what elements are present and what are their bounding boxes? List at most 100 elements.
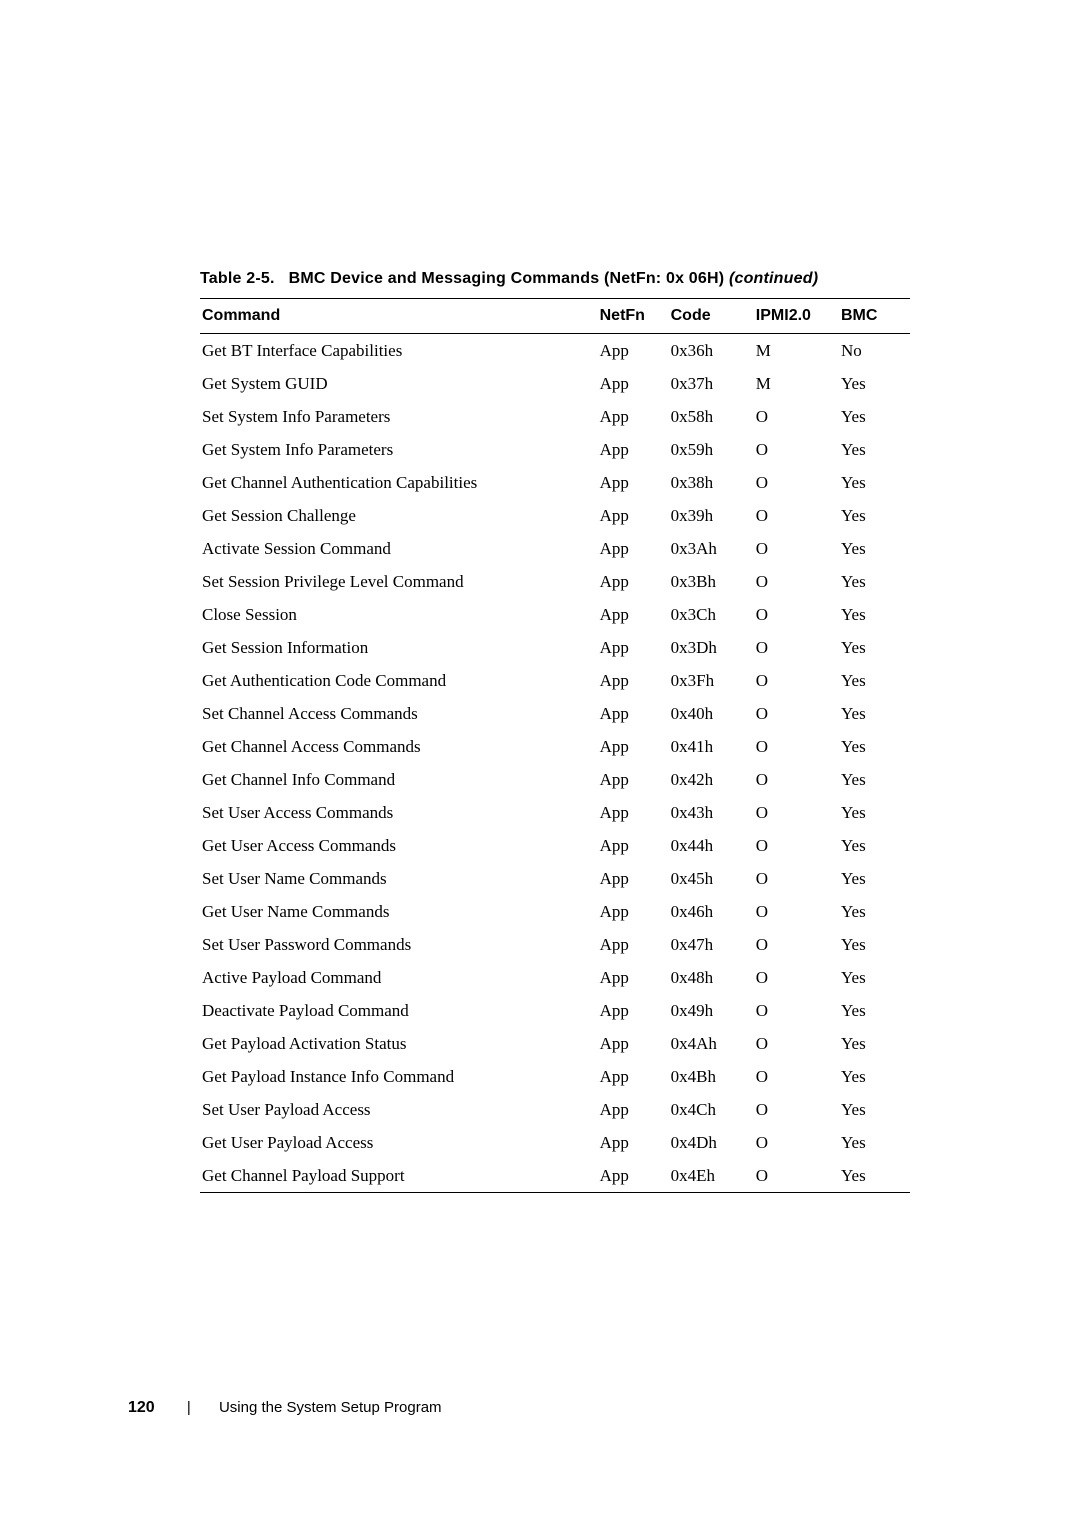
table-continued: (continued) (729, 270, 818, 287)
table-cell: App (598, 598, 669, 631)
table-cell: M (754, 334, 839, 368)
table-header-row: Command NetFn Code IPMI2.0 BMC (200, 299, 910, 334)
table-cell: O (754, 1093, 839, 1126)
table-cell: 0x4Eh (669, 1159, 754, 1193)
table-cell: Yes (839, 697, 910, 730)
table-row: Close SessionApp0x3ChOYes (200, 598, 910, 631)
table-cell: App (598, 433, 669, 466)
table-row: Get System GUIDApp0x37hMYes (200, 367, 910, 400)
table-row: Get Channel Payload SupportApp0x4EhOYes (200, 1159, 910, 1193)
table-cell: 0x41h (669, 730, 754, 763)
table-cell: 0x3Fh (669, 664, 754, 697)
table-cell: 0x39h (669, 499, 754, 532)
table-row: Set System Info ParametersApp0x58hOYes (200, 400, 910, 433)
col-header-bmc: BMC (839, 299, 910, 334)
table-cell: Get User Access Commands (200, 829, 598, 862)
table-cell: Yes (839, 565, 910, 598)
table-cell: Get Channel Access Commands (200, 730, 598, 763)
table-cell: Yes (839, 367, 910, 400)
commands-table: Command NetFn Code IPMI2.0 BMC Get BT In… (200, 298, 910, 1193)
table-cell: Yes (839, 466, 910, 499)
page-footer: 120 | Using the System Setup Program (128, 1399, 442, 1417)
table-cell: M (754, 367, 839, 400)
table-row: Get Payload Instance Info CommandApp0x4B… (200, 1060, 910, 1093)
table-cell: Yes (839, 1093, 910, 1126)
table-cell: App (598, 1159, 669, 1193)
table-cell: Set Channel Access Commands (200, 697, 598, 730)
table-cell: App (598, 367, 669, 400)
table-cell: App (598, 697, 669, 730)
table-cell: Close Session (200, 598, 598, 631)
table-cell: O (754, 994, 839, 1027)
table-cell: Yes (839, 796, 910, 829)
table-number: Table 2-5. (200, 270, 275, 287)
footer-section-title: Using the System Setup Program (219, 1399, 442, 1416)
table-cell: Yes (839, 994, 910, 1027)
table-cell: Yes (839, 763, 910, 796)
table-cell: O (754, 928, 839, 961)
table-row: Set User Name CommandsApp0x45hOYes (200, 862, 910, 895)
table-head: Command NetFn Code IPMI2.0 BMC (200, 299, 910, 334)
col-header-command: Command (200, 299, 598, 334)
table-cell: Get Channel Info Command (200, 763, 598, 796)
table-cell: Yes (839, 895, 910, 928)
table-cell: App (598, 862, 669, 895)
table-cell: 0x4Ch (669, 1093, 754, 1126)
table-cell: O (754, 565, 839, 598)
table-cell: O (754, 796, 839, 829)
table-cell: 0x43h (669, 796, 754, 829)
table-row: Set User Payload AccessApp0x4ChOYes (200, 1093, 910, 1126)
table-cell: Get BT Interface Capabilities (200, 334, 598, 368)
table-cell: Yes (839, 532, 910, 565)
table-cell: 0x42h (669, 763, 754, 796)
table-cell: O (754, 532, 839, 565)
table-cell: 0x3Bh (669, 565, 754, 598)
table-row: Get Session ChallengeApp0x39hOYes (200, 499, 910, 532)
table-cell: O (754, 1126, 839, 1159)
table-cell: O (754, 499, 839, 532)
table-cell: 0x48h (669, 961, 754, 994)
table-cell: App (598, 466, 669, 499)
table-cell: Get User Name Commands (200, 895, 598, 928)
table-cell: Set Session Privilege Level Command (200, 565, 598, 598)
table-cell: 0x59h (669, 433, 754, 466)
table-cell: Active Payload Command (200, 961, 598, 994)
table-cell: Yes (839, 1060, 910, 1093)
table-cell: O (754, 895, 839, 928)
col-header-ipmi: IPMI2.0 (754, 299, 839, 334)
table-cell: App (598, 961, 669, 994)
table-cell: 0x58h (669, 400, 754, 433)
table-row: Set User Password CommandsApp0x47hOYes (200, 928, 910, 961)
table-cell: 0x4Bh (669, 1060, 754, 1093)
table-cell: Get User Payload Access (200, 1126, 598, 1159)
table-row: Get User Payload AccessApp0x4DhOYes (200, 1126, 910, 1159)
table-cell: 0x3Dh (669, 631, 754, 664)
table-cell: O (754, 1027, 839, 1060)
table-cell: 0x38h (669, 466, 754, 499)
table-cell: O (754, 1159, 839, 1193)
table-cell: O (754, 1060, 839, 1093)
table-cell: O (754, 961, 839, 994)
table-cell: App (598, 631, 669, 664)
table-cell: App (598, 664, 669, 697)
table-cell: 0x3Ch (669, 598, 754, 631)
table-cell: Yes (839, 928, 910, 961)
table-cell: 0x47h (669, 928, 754, 961)
col-header-netfn: NetFn (598, 299, 669, 334)
table-cell: Yes (839, 664, 910, 697)
table-cell: 0x40h (669, 697, 754, 730)
table-cell: 0x37h (669, 367, 754, 400)
table-cell: O (754, 862, 839, 895)
table-cell: App (598, 334, 669, 368)
table-cell: App (598, 763, 669, 796)
table-cell: O (754, 664, 839, 697)
table-row: Get Channel Access CommandsApp0x41hOYes (200, 730, 910, 763)
table-cell: Yes (839, 730, 910, 763)
table-cell: Yes (839, 1159, 910, 1193)
table-cell: O (754, 598, 839, 631)
table-cell: O (754, 433, 839, 466)
table-cell: 0x44h (669, 829, 754, 862)
table-row: Get Channel Info CommandApp0x42hOYes (200, 763, 910, 796)
table-cell: Yes (839, 1027, 910, 1060)
table-cell: App (598, 565, 669, 598)
